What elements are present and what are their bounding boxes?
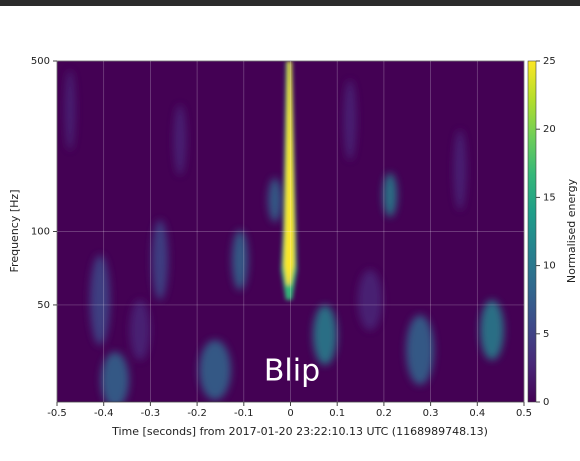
colorbar-label: Normalised energy: [565, 178, 578, 283]
colorbar: [527, 60, 537, 403]
x-tick-label: 0.4: [469, 408, 485, 419]
annotation: Blip: [264, 354, 320, 389]
x-tick-label: -0.1: [234, 408, 254, 419]
colorbar-tick-label: 10: [543, 261, 556, 272]
y-tick-label: 50: [37, 300, 50, 311]
spectrogram: [57, 61, 524, 402]
top-bar: [0, 0, 580, 6]
x-tick-label: -0.5: [47, 408, 67, 419]
colorbar-tick-label: 0: [543, 397, 549, 408]
x-axis-label: Time [seconds] from 2017-01-20 23:22:10.…: [111, 425, 488, 438]
y-tick-label: 100: [31, 227, 50, 238]
x-tick-label: 0.3: [423, 408, 439, 419]
x-tick-label: -0.2: [187, 408, 207, 419]
colorbar-tick-label: 20: [543, 124, 556, 135]
x-tick-label: 0.1: [329, 408, 345, 419]
colorbar-tick-label: 15: [543, 192, 556, 203]
x-tick-label: 0: [287, 408, 293, 419]
x-tick-label: -0.4: [94, 408, 114, 419]
colorbar-tick-label: 25: [543, 56, 556, 67]
y-axis-label: Frequency [Hz]: [8, 190, 21, 273]
colorbar-tick-label: 5: [543, 329, 549, 340]
y-tick-label: 500: [31, 56, 50, 67]
x-tick-label: -0.3: [141, 408, 161, 419]
x-tick-label: 0.5: [516, 408, 532, 419]
x-tick-label: 0.2: [376, 408, 392, 419]
